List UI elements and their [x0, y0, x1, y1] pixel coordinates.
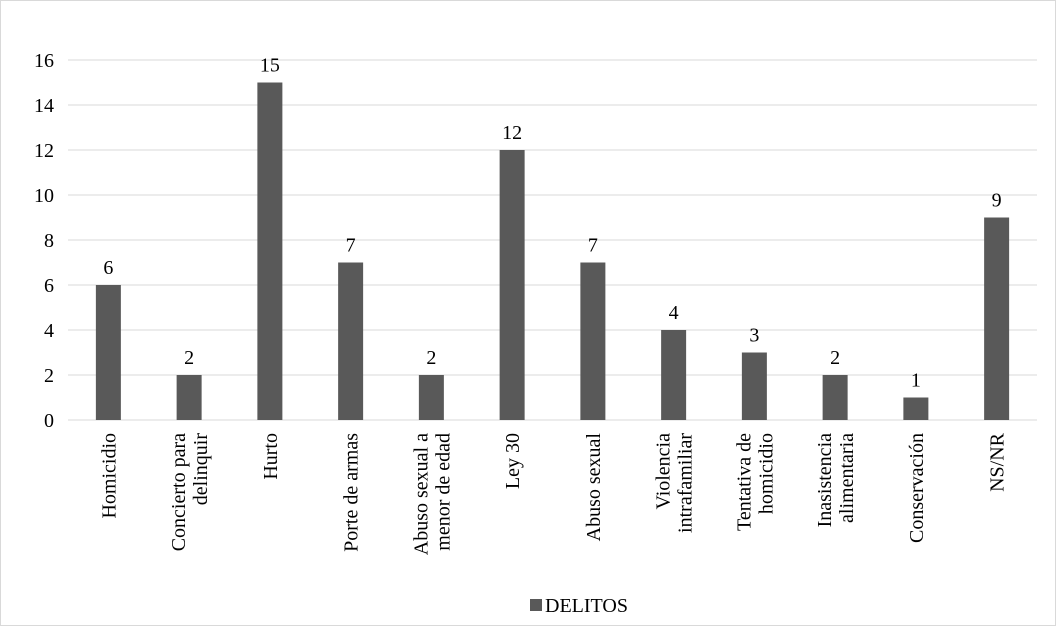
data-label: 15 [260, 55, 280, 77]
y-tick-label: 14 [34, 95, 54, 117]
bar [499, 150, 525, 420]
category-label-line: alimentaria [836, 433, 858, 523]
legend: DELITOS [530, 595, 628, 617]
bars [95, 82, 1010, 420]
category-label-line: delinquir [190, 433, 212, 506]
category-label: Conservación [906, 433, 928, 543]
bar [984, 217, 1010, 420]
bar [257, 82, 283, 420]
bar [822, 375, 848, 420]
bar [903, 397, 929, 420]
y-tick-label: 16 [34, 50, 54, 72]
category-label: Abuso sexual [583, 433, 605, 542]
bar [741, 352, 767, 420]
bar [418, 375, 444, 420]
data-label: 7 [346, 235, 356, 257]
category-label-line: NS/NR [987, 432, 1009, 492]
category-label: Ley 30 [502, 433, 524, 489]
legend-label: DELITOS [545, 595, 628, 617]
category-label-line: menor de edad [432, 433, 454, 551]
data-label: 3 [749, 325, 759, 347]
data-label: 1 [911, 370, 921, 392]
category-label-line: Conservación [906, 433, 928, 543]
data-label: 6 [103, 257, 113, 279]
category-label: Inasistencia alimentaria [814, 433, 858, 528]
category-label-line: Violencia [653, 433, 675, 510]
y-tick-label: 0 [44, 410, 54, 432]
gridlines [68, 59, 1037, 376]
bar [580, 262, 606, 420]
data-label: 2 [184, 347, 194, 369]
data-label: 2 [830, 347, 840, 369]
category-label-line: homicidio [755, 433, 777, 514]
category-label-line: Abuso sexual [583, 433, 605, 542]
y-tick-label: 2 [44, 365, 54, 387]
category-label: Tentativa de homicidio [733, 433, 777, 531]
y-tick-label: 10 [34, 185, 54, 207]
category-labels: Homicidio Concierto para delinquir Hurto Por… [98, 432, 1008, 555]
data-label: 12 [502, 122, 522, 144]
data-label: 2 [426, 347, 436, 369]
category-label-line: Homicidio [98, 433, 120, 519]
category-label: Abuso sexual a menor de edad [410, 433, 454, 555]
legend-swatch [530, 599, 542, 611]
category-label-line: Tentativa de [733, 433, 755, 531]
y-tick-label: 12 [34, 140, 54, 162]
data-label: 4 [669, 302, 679, 324]
category-label-line: Abuso sexual a [410, 433, 432, 555]
category-label-line: Hurto [260, 433, 282, 480]
bar [338, 262, 364, 420]
category-label: Homicidio [98, 433, 120, 519]
category-label: Violencia intrafamiliar [653, 433, 697, 533]
bar [95, 285, 121, 420]
y-tick-label: 6 [44, 275, 54, 297]
data-label: 7 [588, 235, 598, 257]
category-label-line: Ley 30 [502, 433, 524, 489]
bar [176, 375, 202, 420]
category-label-line: intrafamiliar [675, 433, 697, 533]
category-label-line: Porte de armas [341, 433, 363, 552]
y-tick-label: 4 [44, 320, 54, 342]
data-labels: 6 2 15 7 2 12 7 4 3 2 1 9 [103, 55, 1001, 392]
category-label: NS/NR [987, 432, 1009, 492]
category-label: Hurto [260, 433, 282, 480]
category-label-line: Inasistencia [814, 433, 836, 528]
data-label: 9 [992, 190, 1002, 212]
category-label-line: Concierto para [168, 433, 190, 551]
bar [661, 330, 687, 420]
category-label: Concierto para delinquir [168, 433, 212, 552]
y-tick-label: 8 [44, 230, 54, 252]
category-label: Porte de armas [341, 433, 363, 552]
